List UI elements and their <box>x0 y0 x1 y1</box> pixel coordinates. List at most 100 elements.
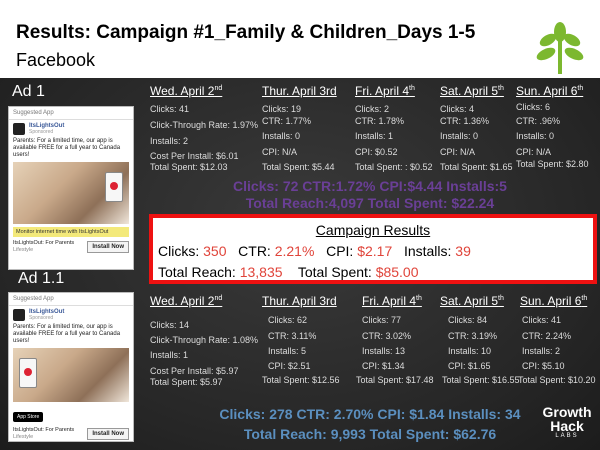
stat-installs: Installs: 0 <box>440 131 479 141</box>
stat-installs: Installs: 2 <box>522 346 561 356</box>
ad-copy: Parents: For a limited time, our app is … <box>13 138 121 158</box>
slide-subtitle: Facebook <box>16 50 96 70</box>
family-photo <box>13 162 129 224</box>
app-logo-icon <box>13 123 25 135</box>
ad-footer: ItsLightsOut: For Parents Lifestyle Inst… <box>9 237 133 257</box>
app-logo-icon <box>13 309 25 321</box>
stat-clicks: Clicks: 6 <box>516 102 551 112</box>
day-header: Sat. April 5th <box>440 294 504 308</box>
stat-clicks: Clicks: 41 <box>522 315 562 325</box>
day-header: Sat. April 5th <box>440 84 504 98</box>
stat-spent: Total Spent: $12.56 <box>262 375 340 385</box>
stat-installs: Installs: 10 <box>448 346 492 356</box>
suggested-app-label: Suggested App <box>9 107 133 120</box>
reach-value: 13,835 <box>239 264 283 280</box>
slide-header: Results: Campaign #1_Family & Children_D… <box>0 0 600 78</box>
install-now-button[interactable]: Install Now <box>87 428 129 440</box>
brand-line2: Hack <box>550 418 584 434</box>
ad-summary-line1: Clicks: 278 CTR: 2.70% CPI: $1.84 Instal… <box>219 406 521 422</box>
slide-title: Results: Campaign #1_Family & Children_D… <box>16 22 476 43</box>
reach-label: Total Reach: <box>158 264 236 280</box>
stat-clicks: Clicks: 77 <box>362 315 402 325</box>
stat-installs: Installs: 5 <box>268 346 307 356</box>
ad-label: Ad 1.1 <box>18 270 65 287</box>
stat-ctr: CTR: 3.11% <box>268 331 317 341</box>
stat-clicks: Clicks: 62 <box>268 315 308 325</box>
growth-hack-labs-logo: Growth Hack LABS <box>540 405 594 439</box>
day-header: Thur. April 3rd <box>262 294 337 308</box>
sponsored-label: Sponsored <box>29 129 54 135</box>
day-column-sun: Sun. April 6th <box>516 84 596 98</box>
app-store-badge[interactable]: App Store <box>13 412 44 422</box>
campaign-results-title: Campaign Results <box>315 222 431 238</box>
clicks-label: Clicks: <box>158 243 200 259</box>
stat-ctr: Click-Through Rate: 1.08% <box>150 335 259 345</box>
ad-footer: ItsLightsOut: For Parents Lifestyle Inst… <box>9 424 133 444</box>
phone-icon <box>19 358 37 388</box>
stat-spent: Total Spent: $17.48 <box>356 375 434 385</box>
stat-cpi: Cost Per Install: $5.97 <box>150 366 239 376</box>
stat-installs: Installs: 0 <box>516 131 555 141</box>
brand-line1: Growth <box>542 404 592 420</box>
campaign-row-2: Total Reach: 13,835 Total Spent: $85.00 <box>158 264 419 280</box>
cpi-label: CPI: <box>326 243 354 259</box>
day-header: Sun. April 6th <box>516 84 584 98</box>
stat-clicks: Clicks: 41 <box>150 104 190 114</box>
install-now-button[interactable]: Install Now <box>87 241 129 253</box>
plant-sprout-icon <box>536 22 584 74</box>
ctr-label: CTR: <box>238 243 271 259</box>
stat-spent: Total Spent: $2.80 <box>516 159 589 169</box>
stat-cpi: CPI: $5.10 <box>522 361 565 371</box>
stat-ctr: CTR: 1.36% <box>440 116 490 126</box>
family-photo <box>13 348 129 402</box>
stat-spent: Total Spent: $10.20 <box>518 375 596 385</box>
sponsored-label: Sponsored <box>29 315 54 321</box>
stat-cpi: CPI: N/A <box>516 147 552 157</box>
stat-spent: Total Spent: $12.03 <box>150 162 228 172</box>
brand-line3: LABS <box>555 433 579 439</box>
ad-footer-category: Lifestyle <box>13 247 34 253</box>
campaign-row-1: Clicks: 350 CTR: 2.21% CPI: $2.17 Instal… <box>158 243 471 259</box>
cpi-value: $2.17 <box>357 243 393 259</box>
stat-cpi: CPI: $0.52 <box>355 147 398 157</box>
suggested-app-label: Suggested App <box>9 293 133 306</box>
ad-brand: ItsLightsOut Sponsored <box>9 120 133 138</box>
day-header: Fri. April 4th <box>362 294 422 308</box>
stat-installs: Installs: 1 <box>355 131 394 141</box>
stat-clicks: Clicks: 2 <box>355 104 390 114</box>
stat-installs: Installs: 0 <box>262 131 301 141</box>
spent-value: $85.00 <box>375 264 419 280</box>
stat-ctr: CTR: 3.02% <box>362 331 412 341</box>
ad-summary-line1: Clicks: 72 CTR:1.72% CPI:$4.44 Installs:… <box>233 178 507 194</box>
stat-ctr: CTR: 1.77% <box>262 116 312 126</box>
day-column-thu: Thur. April 3rd <box>262 294 352 308</box>
spent-label: Total Spent: <box>297 264 372 280</box>
day-column-sun: Sun. April 6th <box>520 294 600 308</box>
stat-ctr: CTR: 1.78% <box>355 116 405 126</box>
ad-preview-card: Suggested App ItsLightsOut Sponsored Par… <box>8 106 134 270</box>
stat-cpi: CPI: $1.65 <box>448 361 491 371</box>
stat-installs: Installs: 13 <box>362 346 406 356</box>
stat-cpi: Cost Per Install: $6.01 <box>150 151 239 161</box>
ad-brand: ItsLightsOut Sponsored <box>9 306 133 324</box>
app-name: ItsLightsOut <box>29 123 65 129</box>
stat-clicks: Clicks: 84 <box>448 315 488 325</box>
ad-summary-line2: Total Reach: 9,993 Total Spent: $62.76 <box>243 426 497 442</box>
stat-clicks: Clicks: 14 <box>150 320 190 330</box>
ad-banner: Monitor internet time with ItsLightsOut <box>13 227 129 237</box>
clicks-value: 350 <box>203 243 227 259</box>
stat-clicks: Clicks: 4 <box>440 104 475 114</box>
installs-value: 39 <box>455 243 471 259</box>
stat-spent: Total Spent: $5.44 <box>262 162 335 172</box>
campaign-results-box: Campaign Results Clicks: 350 CTR: 2.21% … <box>149 214 597 284</box>
stat-cpi: CPI: $2.51 <box>268 361 311 371</box>
stat-ctr: CTR: 2.24% <box>522 331 572 341</box>
stat-installs: Installs: 1 <box>150 350 189 360</box>
stat-spent: Total Spent: : $0.52 <box>355 162 433 172</box>
ad-copy: Parents: For a limited time, our app is … <box>13 324 121 344</box>
ad-footer-title: ItsLightsOut: For Parents <box>13 427 75 433</box>
ad-footer-title: ItsLightsOut: For Parents <box>13 240 75 246</box>
day-column-fri: Fri. April 4th <box>362 294 442 308</box>
day-header: Sun. April 6th <box>520 294 588 308</box>
day-column-sat: Sat. April 5th <box>440 294 520 308</box>
